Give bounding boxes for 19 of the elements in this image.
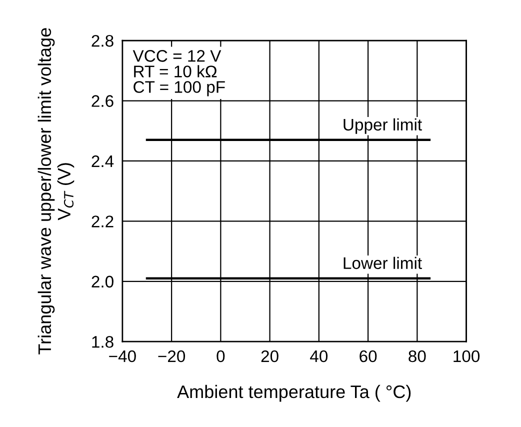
x-tick-label: 40 (310, 350, 328, 362)
series-label: Upper limit (344, 118, 422, 134)
x-axis-title: Ambient temperature Ta ( °C) (177, 384, 411, 402)
x-tick-label: 20 (261, 350, 278, 362)
series-label: Lower limit (344, 256, 422, 270)
annotation: VCC = 12 V RT = 10 kΩ CT = 100 pF (132, 50, 225, 96)
y-tick-label: 1.8 (92, 336, 114, 348)
y-axis-title: Triangular wave upper/lower limit voltage V$_{CT}$ (V) (38, 28, 74, 354)
x-tick-label: 100 (454, 350, 480, 362)
x-tick-label: −20 (158, 350, 186, 362)
y-tick-label: 2.4 (92, 155, 114, 168)
x-tick-label: 80 (408, 350, 426, 362)
y-tick-label: 2.6 (92, 95, 114, 107)
y-tick-label: 2.0 (92, 276, 114, 288)
x-tick-label: −40 (109, 350, 136, 362)
y-tick-label: 2.2 (92, 216, 114, 228)
y-tick-label: 2.8 (92, 34, 114, 47)
x-tick-label: 60 (360, 350, 377, 362)
x-tick-label: 0 (216, 350, 225, 362)
